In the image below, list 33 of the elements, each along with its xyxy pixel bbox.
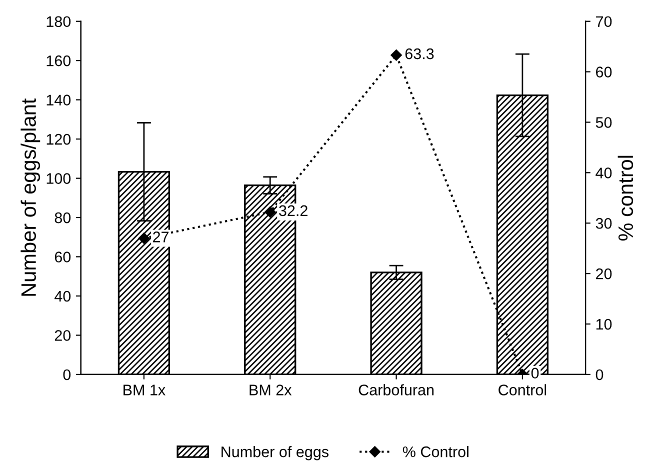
point	[264, 206, 276, 218]
y2-tick-label: 70	[596, 16, 612, 28]
x-tick-label: BM 2x	[250, 384, 292, 396]
legend-label: Number of eggs	[222, 446, 328, 460]
y-tick-label: 80	[54, 212, 71, 224]
point	[390, 50, 402, 61]
y2-tick-label: 40	[596, 168, 612, 178]
point	[138, 232, 150, 244]
data-label: 32.2	[279, 205, 308, 216]
data-label: 27	[153, 232, 169, 242]
y-tick-label: 0	[63, 369, 71, 380]
data-label: 63.3	[405, 48, 434, 60]
y2-tick-label: 10	[596, 318, 612, 330]
data-label: 0	[531, 368, 539, 379]
y-tick-label: 140	[46, 94, 71, 106]
y-tick-label: 160	[46, 55, 71, 66]
y-tick-label: 20	[54, 330, 71, 341]
y-axis-title: Number of eggs/plant	[20, 98, 40, 296]
legend-label: % Control	[402, 446, 468, 458]
y-tick-label: 40	[54, 290, 71, 302]
y2-tick-label: 50	[596, 117, 612, 128]
y-tick-label: 120	[46, 134, 71, 145]
y-tick-label: 60	[54, 252, 71, 262]
y2-tick-label: 20	[596, 268, 612, 280]
x-tick-label: Control	[498, 384, 546, 396]
x-tick-label: Carbofuran	[358, 384, 434, 396]
y-tick-label: 180	[46, 16, 71, 28]
y2-axis-title: % control	[618, 156, 634, 241]
x-tick-label: BM 1x	[124, 384, 166, 396]
y2-tick-label: 30	[596, 218, 612, 229]
y2-tick-label: 0	[596, 369, 604, 380]
y-tick-label: 100	[46, 173, 71, 184]
y2-tick-label: 60	[596, 66, 612, 78]
